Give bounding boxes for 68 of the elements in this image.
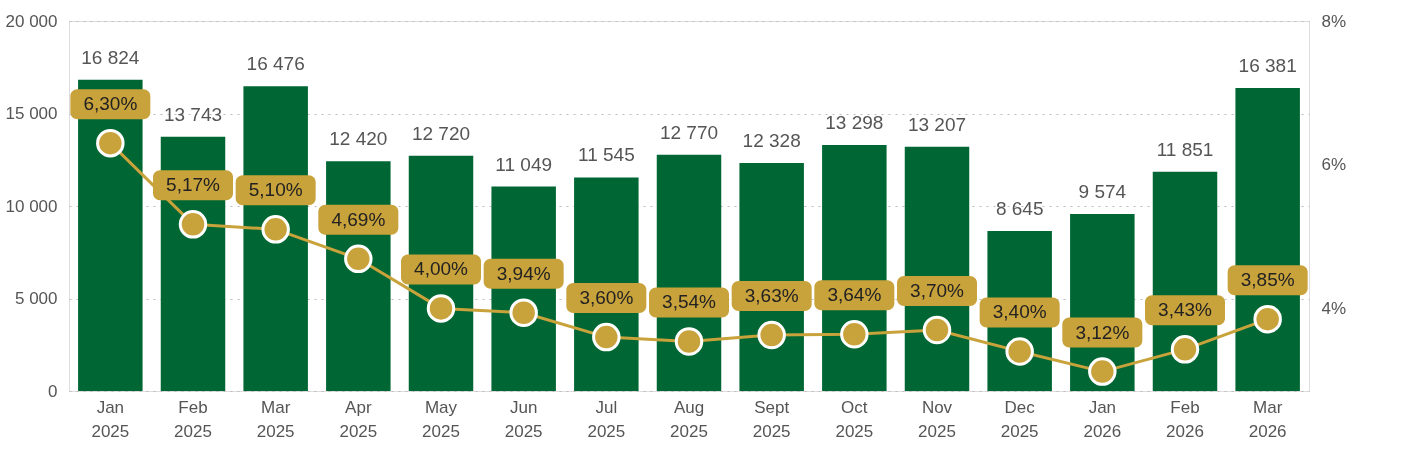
data-label: 11 545 [577,144,635,166]
point [344,244,373,274]
data-label: 6,30% [83,93,138,115]
data-label: 3,63% [744,284,799,306]
x-tick-label: Apr 2025 [339,397,378,441]
data-label: 3,60% [579,287,634,309]
y-tick-label: 0 [48,381,58,401]
data-label: 4,69% [331,208,386,230]
data-label: 13 207 [907,113,967,135]
data-label: 16 381 [1238,54,1297,76]
point [509,298,538,327]
x-tick-label: May 2025 [422,397,460,441]
point [426,294,456,323]
point [1088,357,1117,386]
data-label: 12 420 [329,128,388,150]
point [1005,337,1034,366]
point [1170,335,1200,364]
y-tick-label: 15 000 [5,104,58,123]
data-label: 12 770 [659,121,719,143]
data-label: 9 574 [1078,180,1127,202]
x-tick-label: Oct 2025 [835,397,874,441]
point [96,128,125,158]
point [674,327,704,356]
x-tick-label: Mar 2026 [1248,397,1287,441]
x-tick-label: Nov 2025 [918,397,956,441]
data-label: 4,00% [414,258,469,280]
data-label: 3,94% [496,262,551,284]
y-tick-label: 5 000 [14,289,58,308]
x-tick-label: Jul 2025 [587,397,626,441]
data-label: 11 049 [495,153,553,175]
data-label: 5,10% [248,179,303,201]
x-tick-label: Jan 2026 [1083,397,1122,441]
data-label: 3,40% [992,301,1047,323]
data-label: 16 476 [246,53,305,75]
data-label: 16 824 [81,46,140,68]
x-tick-label: Sept 2025 [752,397,791,441]
point [592,322,621,352]
x-tick-label: Jun 2025 [504,397,543,441]
x-tick-label: Dec 2025 [1000,397,1039,441]
point [261,215,290,244]
y2-tick-label: 4% [1321,298,1347,318]
data-label: 11 851 [1156,138,1214,160]
point [178,210,208,239]
y-tick-label: 10 000 [5,196,58,216]
data-label: 3,64% [827,284,882,306]
y2-tick-label: 8% [1321,11,1347,31]
data-label: 3,85% [1240,269,1295,291]
x-tick-label: Jan 2025 [91,397,130,441]
y2-tick-label: 6% [1321,155,1347,175]
data-label: 12 720 [411,122,471,144]
point [757,320,786,350]
data-label: 3,70% [910,279,965,301]
y-tick-label: 20 000 [5,11,58,31]
data-label: 3,43% [1158,299,1213,321]
point [840,320,869,349]
data-label: 3,54% [662,291,717,313]
data-label: 13 298 [825,111,884,133]
x-tick-label: Mar 2025 [256,397,295,441]
data-label: 3,12% [1075,321,1130,343]
data-label: 5,17% [166,174,221,196]
data-label: 13 743 [163,103,223,125]
x-tick-label: Aug 2025 [670,397,708,441]
x-tick-label: Feb 2025 [174,397,212,441]
data-label: 12 328 [742,129,801,151]
point [922,315,952,345]
point [1253,304,1282,334]
x-tick-label: Feb 2026 [1166,397,1204,441]
data-label: 8 645 [995,198,1044,220]
